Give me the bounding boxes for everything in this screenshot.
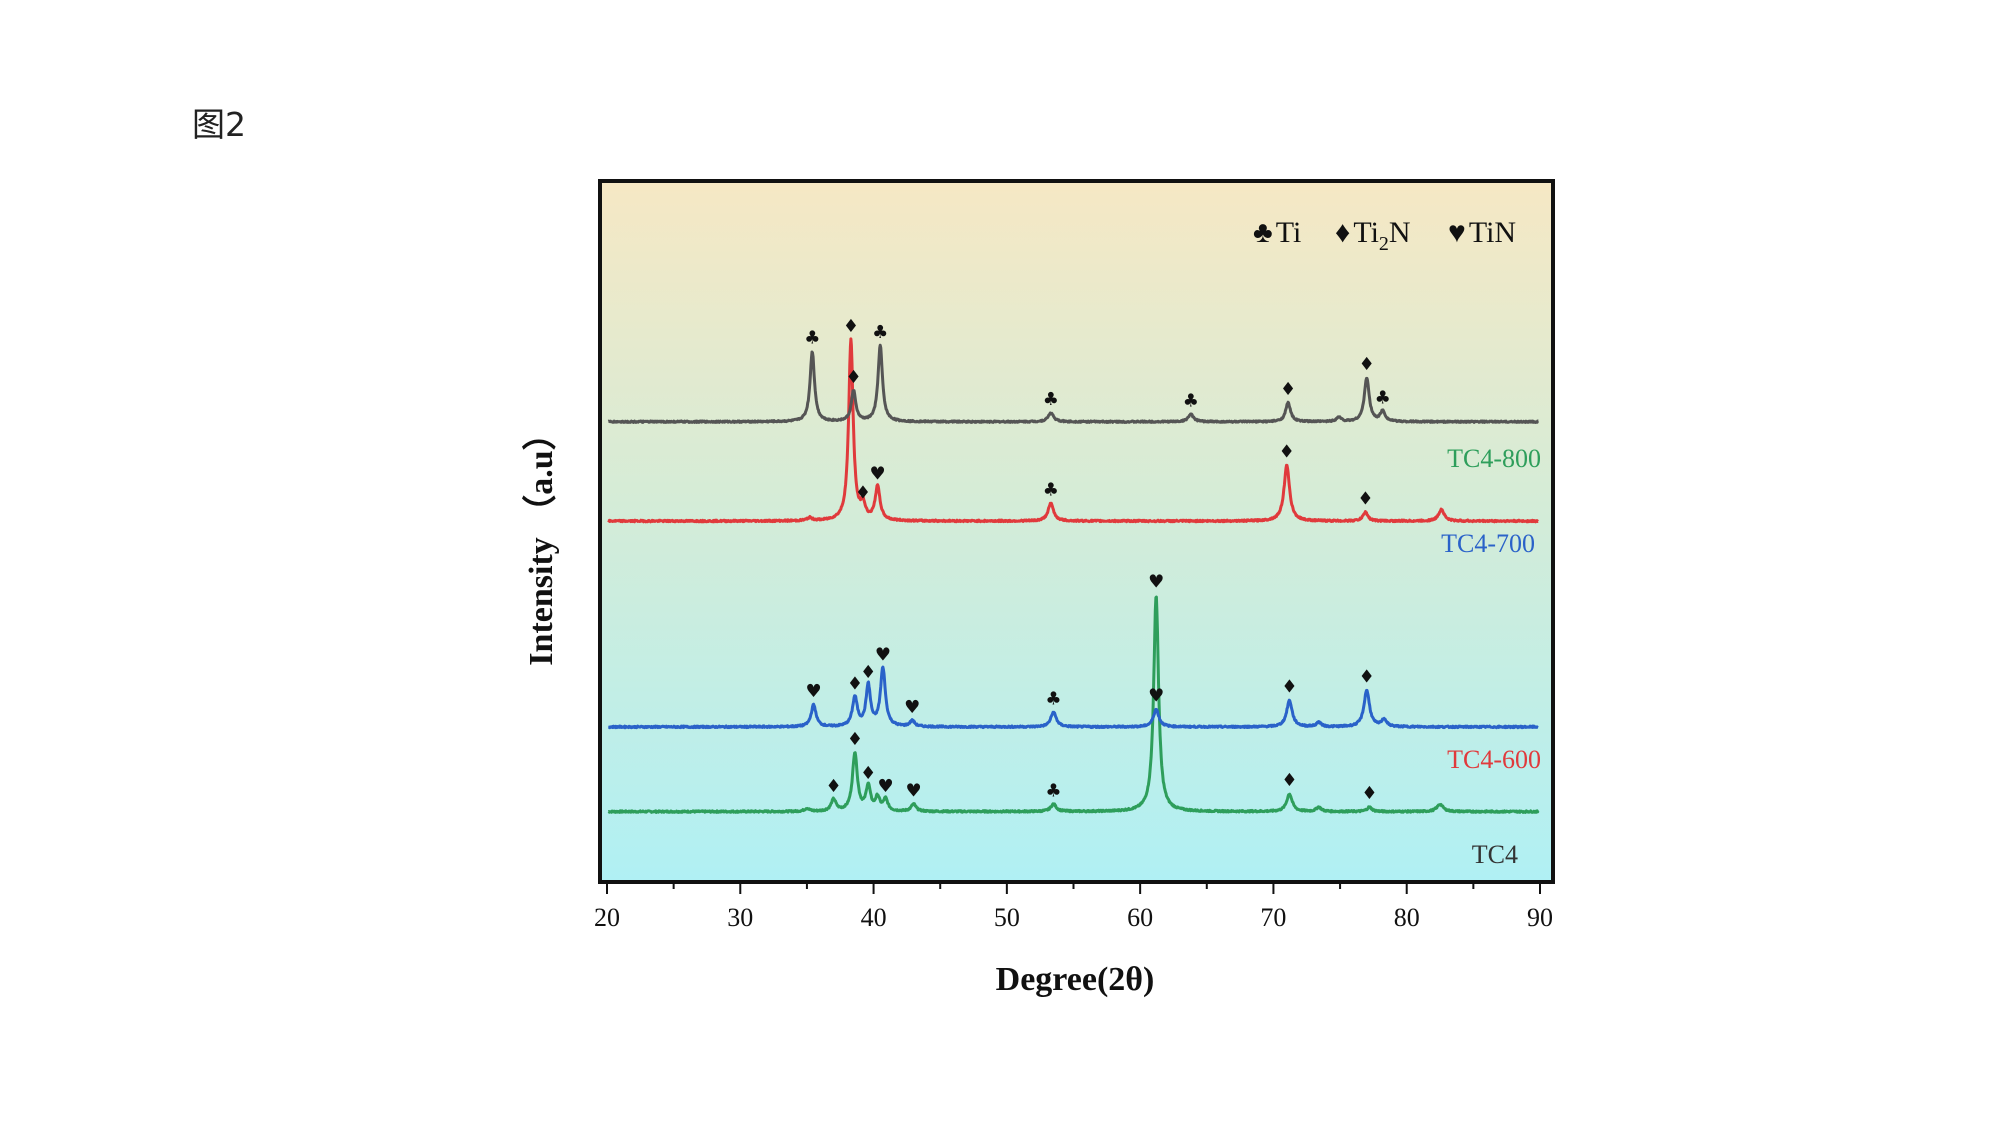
series-line-tc4-800	[607, 595, 1540, 814]
legend-ti2n-label: Ti	[1353, 216, 1379, 249]
legend-ti2n-subscript: 2	[1379, 233, 1389, 255]
series-label-tc4-700: TC4-700	[1441, 529, 1535, 558]
svg-text:♦Ti2N: ♦ Ti2N	[1335, 216, 1411, 255]
peak-marker-ti2n-icon: ♦	[860, 662, 876, 683]
peak-marker-tin-icon: ♥	[1148, 572, 1164, 593]
peak-marker-ti2n-icon: ♦	[1361, 783, 1377, 804]
x-tick-label: 40	[861, 903, 887, 932]
svg-text:♣Ti: ♣ Ti	[1253, 216, 1301, 249]
peak-marker-ti2n-icon: ♦	[826, 776, 842, 797]
peak-marker-ti2n-icon: ♦	[846, 367, 862, 388]
peak-marker-ti2n-icon: ♦	[1281, 770, 1297, 791]
series-label-tc4-600: TC4-600	[1447, 745, 1541, 774]
peak-marker-ti2n-icon: ♦	[1359, 354, 1375, 375]
legend-ti-symbol: ♣	[1253, 216, 1273, 249]
peak-marker-ti2n-icon: ♦	[847, 729, 863, 750]
legend-tin-symbol: ♥	[1448, 216, 1466, 249]
peak-marker-ti-icon: ♣	[1375, 388, 1391, 409]
peak-marker-layer: ♦♦♦♥ ♥ ♣♥♦♦♥ ♦♦♥♥ ♣ ♥ ♦ ♦♦♦♥♣♦♦♣♦♣♣ ♣♦♦♣	[804, 316, 1391, 804]
legend-ti-label: Ti	[1276, 216, 1302, 249]
y-axis-title: Intensity （a.u）	[521, 416, 560, 665]
peak-marker-tin-icon: ♥	[905, 780, 921, 801]
series-label-tc4-800: TC4-800	[1447, 444, 1541, 473]
peak-marker-ti2n-icon: ♦	[855, 482, 871, 503]
legend-ti2n-symbol: ♦	[1335, 216, 1350, 249]
x-tick-label: 70	[1260, 903, 1286, 932]
x-tick-label: 80	[1394, 903, 1420, 932]
peak-marker-ti-icon: ♣	[1043, 389, 1059, 410]
x-tick-label: 30	[727, 903, 753, 932]
peak-marker-ti-icon: ♣	[1045, 688, 1061, 709]
series-line-tc4	[607, 343, 1540, 424]
peak-marker-tin-icon: ♥	[904, 697, 920, 718]
peak-marker-ti2n-icon: ♦	[847, 674, 863, 695]
x-tick-label: 50	[994, 903, 1020, 932]
series-label-tc4: TC4	[1472, 840, 1518, 869]
x-tick-label: 20	[594, 903, 620, 932]
x-tick-label: 90	[1527, 903, 1553, 932]
x-axis-title: Degree(2θ)	[996, 961, 1155, 998]
legend: ♣ Ti ♦ Ti2N ♥ TiN	[1253, 216, 1516, 255]
plot-area-background	[600, 181, 1553, 882]
peak-marker-tin-icon: ♥	[1148, 685, 1164, 706]
legend-ti2n-suffix: N	[1389, 216, 1411, 249]
legend-tin-label: TiN	[1469, 216, 1516, 249]
peak-marker-ti-icon: ♣	[1045, 780, 1061, 801]
peak-marker-ti-icon: ♣	[872, 322, 888, 343]
peak-marker-ti2n-icon: ♦	[1357, 488, 1373, 509]
series-layer	[607, 337, 1540, 814]
x-tick-label: 60	[1127, 903, 1153, 932]
peak-marker-ti-icon: ♣	[1183, 390, 1199, 411]
peak-marker-ti2n-icon: ♦	[1279, 442, 1295, 463]
peak-marker-ti2n-icon: ♦	[1280, 379, 1296, 400]
peak-marker-tin-icon: ♥	[877, 776, 893, 797]
peak-marker-tin-icon: ♥	[875, 645, 891, 666]
peak-marker-ti-icon: ♣	[804, 328, 820, 349]
figure-label: 图2	[192, 105, 246, 144]
peak-marker-ti2n-icon: ♦	[1281, 677, 1297, 698]
peak-marker-ti2n-icon: ♦	[1359, 666, 1375, 687]
series-line-tc4-700	[607, 665, 1540, 730]
peak-marker-ti2n-icon: ♦	[860, 763, 876, 784]
peak-marker-ti-icon: ♣	[1043, 480, 1059, 501]
series-line-tc4-600	[607, 337, 1540, 524]
peak-marker-tin-icon: ♥	[806, 681, 822, 702]
x-axis-ticks: 20 30 40 50 60 70 80 90	[594, 882, 1553, 932]
peak-marker-tin-icon: ♥	[869, 463, 885, 484]
plot-frame	[598, 179, 1555, 884]
peak-marker-ti2n-icon: ♦	[843, 316, 859, 337]
svg-text:♥TiN: ♥ TiN	[1448, 216, 1516, 249]
